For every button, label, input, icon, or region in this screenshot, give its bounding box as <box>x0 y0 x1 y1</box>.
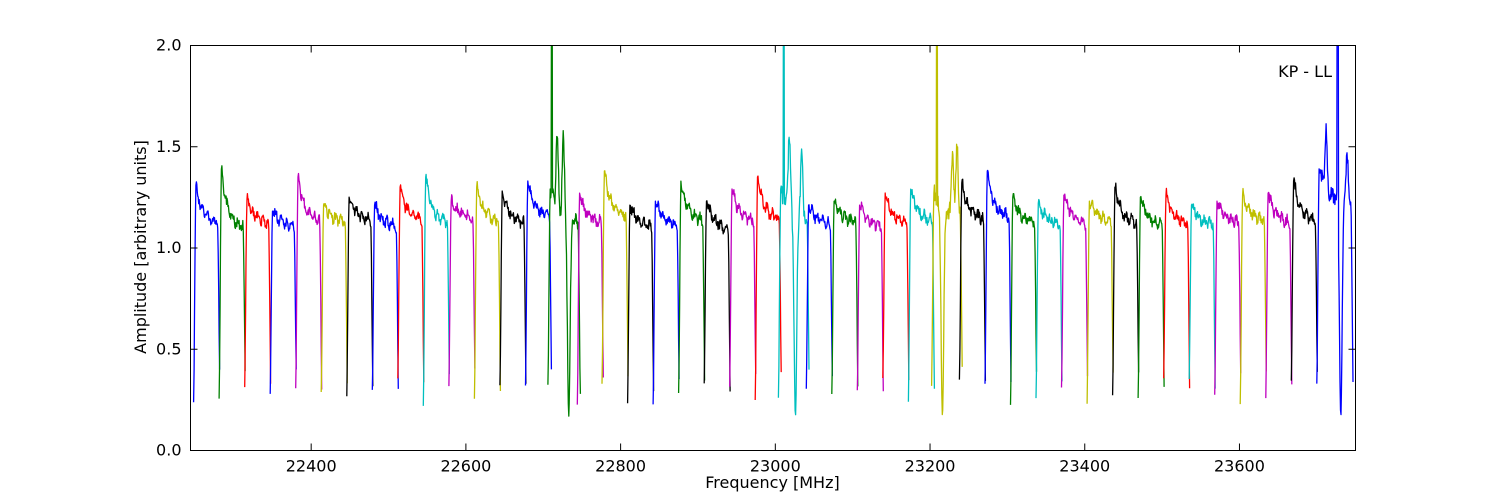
series-line-spw-12 <box>473 180 502 399</box>
series-line-spw-22 <box>729 188 757 387</box>
series-line-spw-36 <box>1086 199 1114 404</box>
series-line-spw-08 <box>371 200 399 390</box>
series-line-spw-23 <box>754 175 782 401</box>
series-line-spw-10 <box>422 173 450 406</box>
series-line-spw-16 <box>576 192 604 405</box>
series-line-spw-07 <box>346 196 374 397</box>
series-line-spw-38 <box>1137 195 1165 399</box>
series-line-spw-45 <box>1316 45 1354 416</box>
series-line-spw-09 <box>397 184 425 383</box>
y-axis-label: Amplitude [arbitrary units] <box>131 140 150 354</box>
series-line-spw-40 <box>1188 203 1216 389</box>
series-line-spw-11 <box>448 194 476 387</box>
series-line-spw-42 <box>1239 187 1267 405</box>
series-line-spw-31 <box>958 178 987 381</box>
y-tick-label: 0.5 <box>156 339 181 358</box>
x-tick-label: 23400 <box>1059 457 1110 476</box>
series-line-spw-01 <box>192 181 221 403</box>
series-line-spw-24 <box>777 45 810 416</box>
series-line-spw-33 <box>1009 192 1038 405</box>
y-tick-label: 1.0 <box>156 238 181 257</box>
y-tick-label: 0.0 <box>156 441 181 460</box>
series-line-spw-30 <box>930 45 963 416</box>
series-line-spw-27 <box>856 201 884 392</box>
series-line-spw-14 <box>524 180 553 386</box>
series-line-spw-18 <box>626 204 655 404</box>
series-line-spw-34 <box>1035 198 1063 399</box>
series-line-spw-32 <box>984 169 1012 384</box>
series-line-spw-13 <box>499 190 527 386</box>
series-line-spw-35 <box>1060 193 1089 388</box>
corner-annotation: KP - LL <box>1278 62 1332 81</box>
series-line-spw-37 <box>1111 182 1140 396</box>
series-line-spw-06 <box>320 203 348 393</box>
series-line-spw-15 <box>547 45 582 417</box>
x-tick-label: 23000 <box>750 457 801 476</box>
series-line-spw-29 <box>907 188 936 402</box>
series-line-spw-26 <box>831 198 859 395</box>
series-line-spw-43 <box>1265 191 1293 399</box>
series-line-spw-03 <box>244 192 272 388</box>
x-tick-label: 22600 <box>440 457 491 476</box>
series-line-spw-02 <box>218 165 246 399</box>
x-tick-label: 22800 <box>595 457 646 476</box>
series-line-spw-39 <box>1163 187 1191 389</box>
series-line-spw-17 <box>601 170 629 384</box>
x-tick-label: 23200 <box>905 457 956 476</box>
series-line-spw-20 <box>677 180 706 394</box>
y-tick-label: 2.0 <box>156 36 181 55</box>
y-tick-label: 1.5 <box>156 137 181 156</box>
series-line-spw-21 <box>703 200 731 392</box>
x-tick-label: 23600 <box>1214 457 1265 476</box>
x-tick-label: 22400 <box>286 457 337 476</box>
series-line-spw-19 <box>652 200 680 405</box>
series-line-spw-28 <box>882 192 910 381</box>
series-line-spw-41 <box>1214 200 1242 395</box>
axes-box <box>190 45 1356 451</box>
series-line-spw-44 <box>1290 177 1318 381</box>
series-line-spw-25 <box>805 203 833 389</box>
series-group <box>192 45 1354 417</box>
series-line-spw-04 <box>269 208 297 394</box>
series-line-spw-05 <box>295 172 323 390</box>
x-axis-label: Frequency [MHz] <box>705 473 840 492</box>
